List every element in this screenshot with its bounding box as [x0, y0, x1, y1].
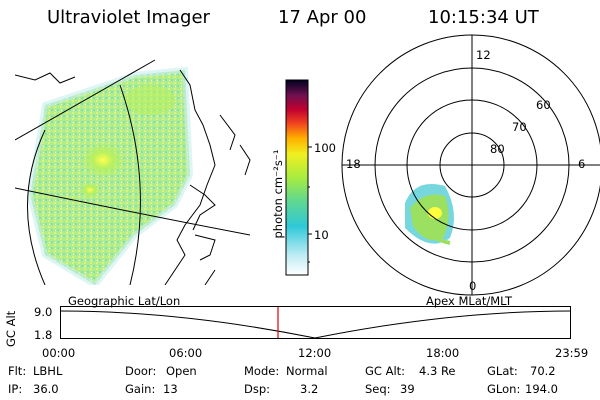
- timeline-xtick-4: 23:59: [555, 346, 589, 360]
- geographic-caption: Geographic Lat/Lon: [68, 294, 181, 308]
- status-flt-value: LBHL: [33, 364, 63, 378]
- status-seq-label: Seq:: [365, 382, 391, 396]
- status-mode-value: Normal: [286, 364, 328, 378]
- polar-grid: [341, 34, 600, 296]
- coastlines: [15, 69, 251, 285]
- colorbar-unit-label: photon cm⁻²s⁻¹: [271, 149, 285, 239]
- status-dsp-value: 3.2: [300, 382, 319, 396]
- instrument-title: Ultraviolet Imager: [47, 7, 210, 28]
- mlt-label-12: 12: [476, 48, 491, 62]
- timeline-axis-title: GC Alt: [4, 310, 18, 347]
- timeline-ytick-low: 1.8: [34, 328, 53, 342]
- timeline-xtick-3: 18:00: [426, 346, 460, 360]
- colorbar-tick-10: 10: [314, 228, 329, 242]
- timeline-xtick-0: 00:00: [42, 346, 76, 360]
- timeline-xtick-1: 06:00: [169, 346, 203, 360]
- status-glon-label: GLon:: [487, 382, 521, 396]
- aurora-image-geographic: [26, 66, 194, 285]
- status-glat-label: GLat:: [487, 364, 518, 378]
- timeline-xtick-2: 12:00: [298, 346, 332, 360]
- mlt-label-0: 0: [469, 279, 477, 293]
- status-gain-label: Gain:: [125, 382, 156, 396]
- time-label: 10:15:34 UT: [428, 7, 539, 28]
- status-dsp-label: Dsp:: [244, 382, 271, 396]
- date-label: 17 Apr 00: [278, 7, 367, 28]
- colorbar: [285, 79, 312, 276]
- status-glat-value: 70.2: [530, 364, 556, 378]
- lat-label-70: 70: [512, 120, 527, 134]
- polar-plot: [341, 34, 600, 296]
- lat-label-80: 80: [490, 142, 505, 156]
- mlt-label-6: 6: [578, 157, 586, 171]
- status-ip-value: 36.0: [33, 382, 59, 396]
- status-glon-value: 194.0: [525, 382, 558, 396]
- status-gain-value: 13: [163, 382, 178, 396]
- mlt-label-18: 18: [346, 157, 361, 171]
- status-mode-label: Mode:: [244, 364, 280, 378]
- status-gcalt-value: 4.3 Re: [419, 364, 456, 378]
- lat-label-60: 60: [536, 98, 551, 112]
- status-door-value: Open: [166, 364, 197, 378]
- apex-caption: Apex MLat/MLT: [426, 294, 513, 308]
- status-door-label: Door:: [125, 364, 157, 378]
- status-flt-label: Flt:: [8, 364, 27, 378]
- status-seq-value: 39: [400, 382, 415, 396]
- status-ip-label: IP:: [8, 382, 23, 396]
- colorbar-tick-100: 100: [314, 141, 336, 155]
- status-gcalt-label: GC Alt:: [365, 364, 406, 378]
- timeline-plot: [60, 306, 572, 339]
- timeline-ytick-high: 9.0: [34, 305, 53, 319]
- lat-lon-grid: [15, 59, 251, 285]
- geographic-map: [15, 59, 251, 285]
